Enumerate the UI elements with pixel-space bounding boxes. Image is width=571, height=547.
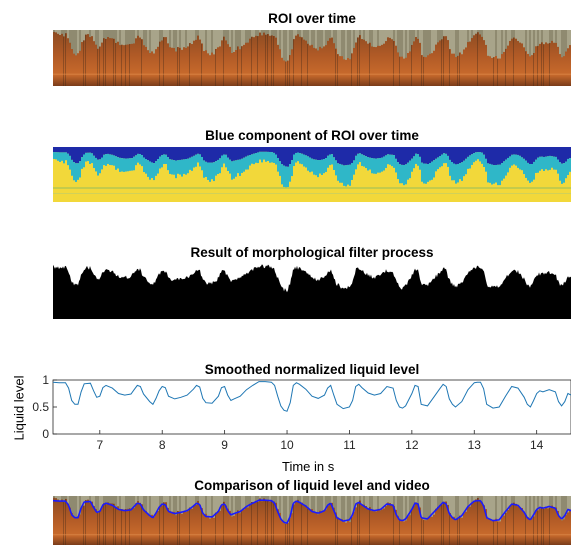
roi-title: ROI over time <box>268 11 356 26</box>
x-axis-label: Time in s <box>282 459 335 474</box>
level-series-line <box>52 381 571 412</box>
x-tick-label: 9 <box>221 438 228 452</box>
y-tick-label: 0.5 <box>32 400 49 414</box>
blue-component-image <box>53 147 571 202</box>
morph-filter-image <box>53 263 571 319</box>
x-tick-label: 8 <box>159 438 166 452</box>
plot-area <box>52 379 571 435</box>
comparison-title: Comparison of liquid level and video <box>194 478 430 493</box>
blue-component-title: Blue component of ROI over time <box>205 128 419 143</box>
x-tick-label: 10 <box>280 438 294 452</box>
y-axis-label: Liquid level <box>11 375 27 441</box>
comparison-image <box>53 496 571 545</box>
x-tick-label: 14 <box>530 438 544 452</box>
cmp-foam <box>53 496 571 545</box>
x-tick-label: 12 <box>405 438 419 452</box>
overlay-level-line <box>53 499 571 525</box>
morph-filter-title: Result of morphological filter process <box>190 245 434 260</box>
roi-image <box>53 30 571 86</box>
chart-title: Smoothed normalized liquid level <box>204 362 420 377</box>
x-tick-label: 11 <box>343 438 356 452</box>
y-tick-label: 0 <box>42 427 49 441</box>
x-tick-label: 13 <box>468 438 482 452</box>
x-tick-label: 7 <box>96 438 103 452</box>
morph-silhouette <box>53 264 571 319</box>
y-tick-label: 1 <box>42 373 49 387</box>
blue-top-band <box>53 147 571 188</box>
roi-foam <box>53 30 571 86</box>
